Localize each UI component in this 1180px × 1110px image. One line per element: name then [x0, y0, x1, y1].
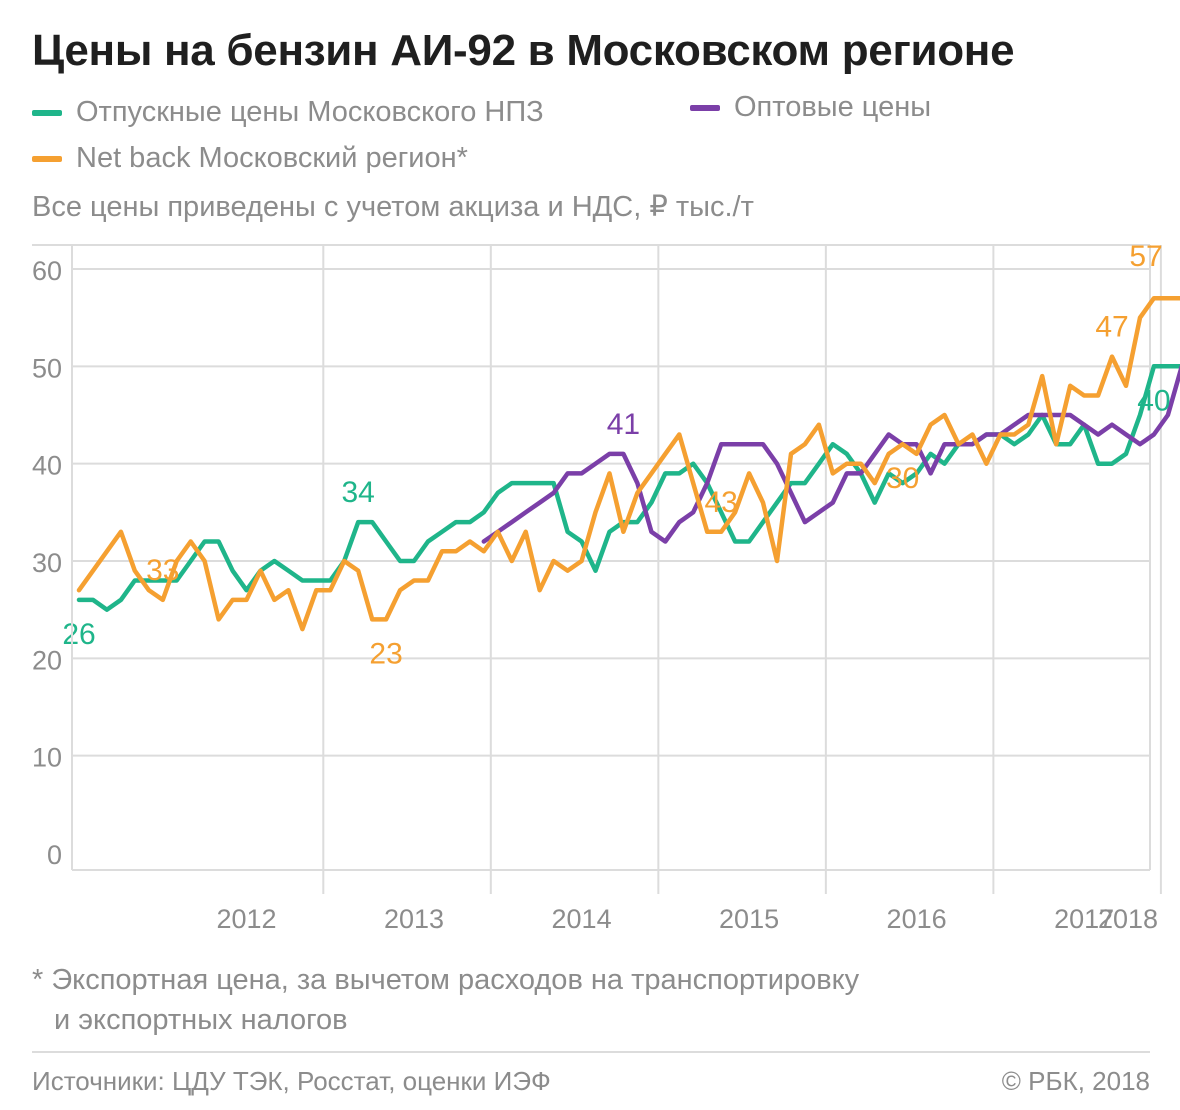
data-label-netback: 57: [1129, 240, 1162, 273]
data-label-wholesale: 41: [607, 408, 640, 441]
legend-swatch-wholesale: [690, 104, 720, 111]
y-tick-label: 30: [32, 548, 62, 578]
legend-label-refinery: Отпускные цены Московского НПЗ: [76, 96, 544, 128]
axes: 0 10 20 30 40 50 60 2012 2013 2014 2015 2016 2017201…: [32, 245, 1158, 934]
divider: [32, 1051, 1150, 1053]
footnote: * Экспортная цена, за вычетом расходов н…: [32, 960, 859, 1040]
y-tick-label: 10: [32, 743, 62, 773]
data-label-refinery: 40: [1137, 384, 1170, 417]
legend-netback: Net back Московский регион*: [32, 142, 468, 175]
legend-swatch-netback: [32, 155, 62, 162]
series-line-wholesale: [481, 364, 1180, 544]
data-label-netback: 30: [886, 462, 919, 495]
x-tick-label: 2015: [719, 904, 779, 934]
series-line-refinery: [76, 364, 1180, 612]
data-label-netback: 47: [1095, 311, 1128, 344]
copyright-text: © РБК, 2018: [1001, 1066, 1150, 1096]
chart-area: 26 34 40 41 33 23 43 30 47 57 0 10 20 30 40 50 60 2012 20…: [32, 240, 1180, 934]
footnote-line-1: * Экспортная цена, за вычетом расходов н…: [32, 964, 860, 996]
y-tick-label: 0: [47, 840, 62, 870]
source-text: Источники: ЦДУ ТЭК, Росстат, оценки ИЭФ: [32, 1066, 551, 1096]
x-tick-label: 2013: [384, 904, 444, 934]
x-tick-label: 2018: [1098, 904, 1158, 934]
footnote-line-2: и экспортных налогов: [54, 1004, 348, 1036]
chart-subtitle: Все цены приведены с учетом акциза и НДС…: [32, 191, 754, 223]
data-label-netback: 33: [146, 554, 179, 587]
data-label-refinery: 26: [62, 618, 95, 651]
grid: [32, 244, 1162, 894]
data-labels: 26 34 40 41 33 23 43 30 47 57: [62, 240, 1170, 670]
y-tick-label: 50: [32, 353, 62, 383]
y-tick-label: 20: [32, 645, 62, 675]
legend-label-wholesale: Оптовые цены: [734, 91, 932, 123]
y-tick-label: 40: [32, 451, 62, 481]
legend-refinery: Отпускные цены Московского НПЗ: [32, 96, 544, 129]
x-tick-label: 2016: [887, 904, 947, 934]
data-label-netback: 23: [369, 637, 402, 670]
legend-swatch-refinery: [32, 109, 62, 116]
data-label-refinery: 34: [342, 476, 375, 509]
chart-title: Цены на бензин АИ-92 в Московском регион…: [32, 26, 1015, 75]
series-line-netback: [76, 295, 1180, 632]
legend-wholesale: Оптовые цены: [690, 91, 931, 124]
x-tick-label: 2017: [1054, 904, 1114, 934]
y-tick-label: 60: [32, 256, 62, 286]
legend-label-netback: Net back Московский регион*: [76, 142, 468, 174]
x-tick-label: 2014: [552, 904, 612, 934]
data-label-netback: 43: [704, 486, 737, 519]
x-tick-label: 2012: [216, 904, 276, 934]
series-lines: [76, 295, 1180, 632]
